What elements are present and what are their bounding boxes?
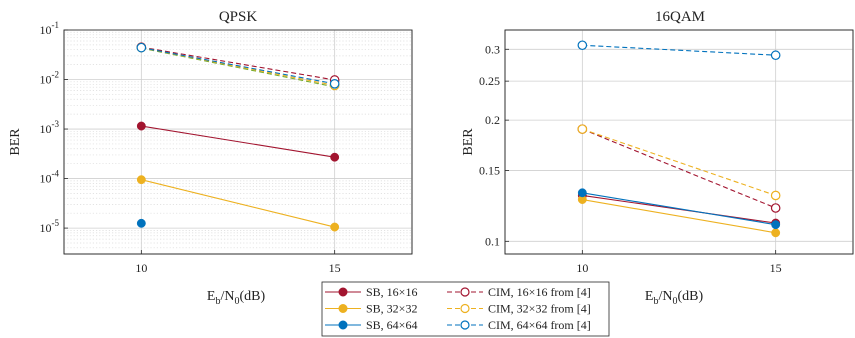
axes-frame xyxy=(504,29,854,255)
grid xyxy=(505,30,853,254)
data-point xyxy=(329,78,340,89)
series-line xyxy=(582,128,776,209)
series-line xyxy=(582,198,776,234)
y-tick-label: 10-2 xyxy=(40,70,60,87)
series xyxy=(577,195,781,238)
x-axis-label: Eb/N0(dB) xyxy=(207,289,266,307)
data-point xyxy=(330,152,340,162)
y-tick-label: 0.2 xyxy=(485,113,500,127)
data-point xyxy=(770,203,781,213)
panel-2: 0.1 0.15 0.2 0.25 0.3 10 15 16QAM BER Eb/N0(dB) xyxy=(461,9,854,307)
data-point xyxy=(136,218,146,228)
panel-1: 10-5 10-4 10-3 10-2 10-1 10 15 QPSK BER Eb/N0(dB) xyxy=(8,9,413,307)
x-tick-label: 10 xyxy=(576,261,588,275)
legend-item: SB, 16×16 xyxy=(325,285,417,299)
data-point xyxy=(577,40,588,51)
plot-area xyxy=(504,29,854,255)
legend-label: SB, 32×32 xyxy=(366,302,417,316)
legend-marker xyxy=(460,320,470,330)
data-point xyxy=(577,188,587,198)
legend-marker xyxy=(460,287,470,297)
legend-item: SB, 64×64 xyxy=(325,318,417,332)
series-extra xyxy=(141,47,335,88)
chart-title: 16QAM xyxy=(655,9,705,25)
legend-item: CIM, 16×16 from [4] xyxy=(447,285,591,299)
series xyxy=(577,40,781,61)
data-point xyxy=(770,190,781,201)
data-point xyxy=(136,121,146,131)
legend-marker xyxy=(338,287,348,297)
data-point xyxy=(577,124,588,134)
series-line xyxy=(141,125,335,158)
legend-label: CIM, 16×16 from [4] xyxy=(488,285,591,299)
x-axis-label: Eb/N0(dB) xyxy=(645,289,704,307)
legend-item: CIM, 64×64 from [4] xyxy=(447,318,591,332)
series xyxy=(136,218,146,228)
x-tick-label: 10 xyxy=(135,261,147,275)
legend-marker xyxy=(338,304,348,313)
y-tick-label: 0.3 xyxy=(485,42,500,56)
y-axis-label: BER xyxy=(8,128,23,156)
legend-item: CIM, 32×32 from [4] xyxy=(447,302,591,316)
series xyxy=(136,175,340,232)
legend-label: SB, 16×16 xyxy=(366,285,417,299)
data-point xyxy=(770,50,781,61)
legend-marker xyxy=(460,303,470,314)
legend-item: SB, 32×32 xyxy=(325,302,417,316)
series xyxy=(577,188,781,230)
legend: SB, 16×16 SB, 32×32 SB, 64×64 CIM, 16×16 fr… xyxy=(321,281,610,337)
legend-label: SB, 64×64 xyxy=(366,318,417,332)
axes-frame xyxy=(63,29,413,255)
series-line xyxy=(141,47,335,85)
series-line xyxy=(582,44,776,56)
x-tick-label: 15 xyxy=(770,261,782,275)
data-point xyxy=(771,228,781,238)
legend-label: CIM, 64×64 from [4] xyxy=(488,318,591,332)
data-point xyxy=(136,175,146,185)
y-tick-label: 10-4 xyxy=(40,169,60,186)
y-tick-label: 0.25 xyxy=(479,74,500,88)
legend-label: CIM, 32×32 from [4] xyxy=(488,302,591,316)
series xyxy=(577,124,781,201)
x-tick-label: 15 xyxy=(329,261,341,275)
series xyxy=(136,121,340,162)
data-point xyxy=(771,220,781,230)
grid xyxy=(64,29,412,254)
series-line xyxy=(582,128,776,196)
series-line xyxy=(141,47,335,88)
y-tick-label: 0.15 xyxy=(479,163,500,177)
series-line xyxy=(141,179,335,228)
y-tick-label: 0.1 xyxy=(485,234,500,248)
data-point xyxy=(136,42,147,53)
y-tick-label: 10-3 xyxy=(40,119,60,136)
y-axis-label: BER xyxy=(461,128,476,156)
series-line xyxy=(582,192,776,226)
series-line xyxy=(141,46,335,81)
chart-title: QPSK xyxy=(219,9,258,25)
data-point xyxy=(330,222,340,232)
legend-marker xyxy=(338,320,348,330)
series xyxy=(136,42,340,89)
y-tick-label: 10-1 xyxy=(40,20,60,37)
y-tick-label: 10-5 xyxy=(40,218,60,235)
